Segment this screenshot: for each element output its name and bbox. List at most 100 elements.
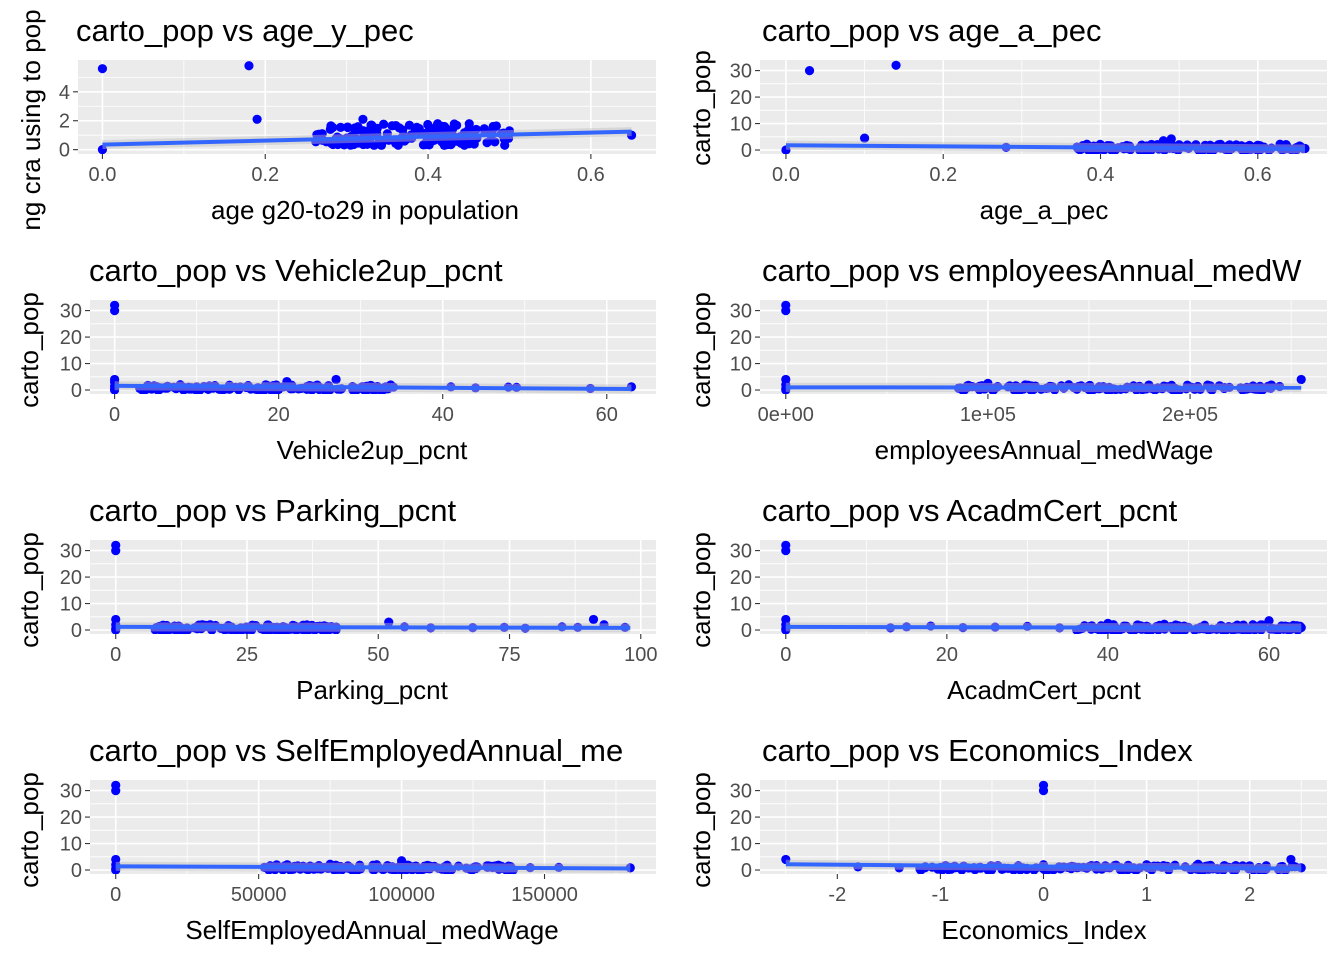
x-tick-label: 40 [432,404,454,426]
y-tick-label: 20 [730,567,752,589]
y-tick-label: 30 [60,781,82,803]
data-marks [781,300,1306,394]
x-tick-label: 20 [936,644,958,666]
x-tick-label: 2 [1244,884,1255,906]
x-tick-label: 50000 [231,884,287,906]
data-point [804,65,815,76]
data-point [97,145,108,154]
y-tick-label: 0 [741,860,752,882]
y-axis-label: carto_pop [686,50,716,166]
data-point [781,145,791,154]
data-point [859,133,870,143]
y-tick-label: 30 [60,541,82,563]
data-point [396,856,407,866]
data-marks [110,300,636,394]
data-point [431,126,441,136]
cluster-point [490,137,500,147]
x-tick-label: 0.4 [414,164,442,186]
x-tick-label: 100000 [368,884,435,906]
y-tick-label: 0 [71,380,82,402]
y-tick-label: 30 [730,61,752,83]
x-tick-label: 50 [367,644,389,666]
cluster-point [446,139,457,149]
x-tick-label: 0.4 [1087,164,1115,186]
cluster-point [336,122,346,133]
y-tick-label: 20 [60,567,82,589]
panel-title: carto_pop vs SelfEmployedAnnual_me [89,733,623,768]
y-axis-label: ng cra using to pop [16,9,46,230]
fit-line [785,143,1305,151]
panel-background [760,300,1327,394]
x-axis-label: employeesAnnual_medWage [875,435,1214,465]
x-tick-label: 100 [624,644,657,666]
fit-line [102,129,632,147]
x-tick-label: 150000 [511,884,578,906]
x-axis-label: Economics_Index [941,915,1146,945]
y-axis-label: carto_pop [14,292,44,408]
cluster-point [482,138,492,148]
cluster-point [500,140,510,150]
y-axis-label: carto_pop [686,292,716,408]
y-axis-label: carto_pop [686,532,716,648]
cluster-point [358,126,368,136]
x-tick-label: 0 [110,644,121,666]
fit-line [115,864,631,871]
data-point [244,61,254,71]
y-tick-label: 0 [741,620,752,642]
y-tick-label: 10 [730,834,752,856]
cluster-point [452,120,462,130]
data-marks [781,540,1306,634]
panel-title: carto_pop vs age_a_pec [762,13,1102,48]
x-tick-label: 0.0 [89,164,117,186]
data-point [97,64,108,74]
y-tick-label: 20 [730,327,752,349]
y-tick-label: 0 [71,860,82,882]
y-tick-label: 0 [59,140,70,162]
data-point [1166,134,1176,144]
data-point [891,60,901,70]
y-tick-label: 4 [59,82,70,104]
y-tick-label: 10 [730,354,752,376]
y-tick-label: 20 [60,327,82,349]
x-tick-label: 0.6 [577,164,605,186]
y-axis-label: carto_pop [14,772,44,888]
x-tick-label: -1 [932,884,950,906]
data-point [350,123,360,133]
data-point [1038,780,1049,790]
y-tick-label: 0 [741,140,752,162]
panel-7: 0 50000 100000 150000 0 10 20 30 carto_pop vs Se… [14,733,656,945]
data-point [111,780,121,790]
panel-5: 0 25 50 75 100 0 10 20 30 carto_pop vs Parking_pc… [14,493,657,705]
x-tick-label: 2e+05 [1162,404,1218,426]
panel-title: carto_pop vs Economics_Index [762,733,1193,768]
y-tick-label: 30 [730,301,752,323]
x-axis-label: Parking_pcnt [296,675,449,705]
x-tick-label: 0 [780,644,791,666]
y-tick-label: 20 [60,807,82,829]
x-tick-label: 0.2 [251,164,279,186]
fit-line [785,862,1302,871]
y-tick-label: 30 [730,541,752,563]
y-tick-label: 10 [60,594,82,616]
x-tick-label: 25 [236,644,258,666]
panel-background [90,300,656,394]
panel-title: carto_pop vs age_y_pec [76,13,414,48]
panel-background [90,780,656,874]
fit-line [785,624,1302,630]
data-point [252,114,262,124]
data-point [1158,136,1169,146]
x-tick-label: 0e+00 [758,404,814,426]
x-tick-label: 40 [1097,644,1119,666]
x-axis-label: age_a_pec [980,195,1109,225]
cluster-point [345,140,356,150]
x-axis-label: AcadmCert_pcnt [947,675,1141,705]
panel-title: carto_pop vs Vehicle2up_pcnt [89,253,503,288]
y-tick-label: 10 [730,594,752,616]
y-tick-label: 30 [730,781,752,803]
x-tick-label: 60 [1258,644,1280,666]
data-point [1286,854,1296,865]
y-axis-label: carto_pop [686,772,716,888]
x-axis-label: Vehicle2up_pcnt [277,435,469,465]
data-point [781,854,791,865]
